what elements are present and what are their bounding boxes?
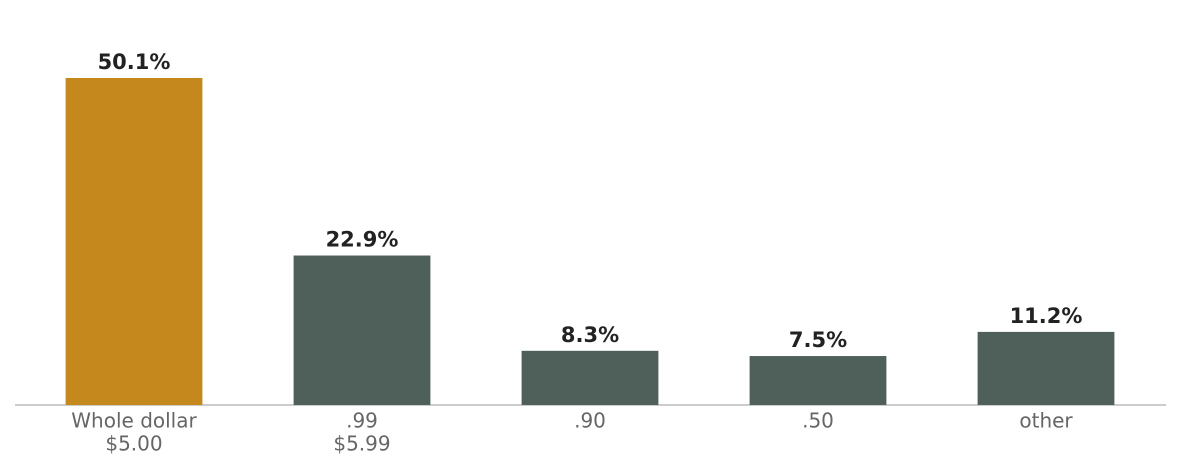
- bar: [65, 77, 203, 405]
- x-tick-label: other: [1019, 409, 1073, 433]
- x-tick-label: .50: [802, 409, 834, 433]
- value-label: 7.5%: [789, 328, 847, 352]
- x-tick-label: Whole dollar: [71, 409, 197, 433]
- x-tick-label: .99: [346, 409, 378, 433]
- value-label: 22.9%: [326, 228, 399, 252]
- bar: [977, 331, 1115, 405]
- value-label: 50.1%: [98, 50, 171, 74]
- value-label: 8.3%: [561, 323, 619, 347]
- x-tick-sublabel: $5.99: [333, 432, 390, 456]
- bar: [749, 356, 887, 405]
- x-tick-sublabel: $5.00: [105, 432, 162, 456]
- bar: [521, 350, 659, 405]
- value-label: 11.2%: [1010, 304, 1083, 328]
- x-tick-label: .90: [574, 409, 606, 433]
- bar: [293, 255, 431, 405]
